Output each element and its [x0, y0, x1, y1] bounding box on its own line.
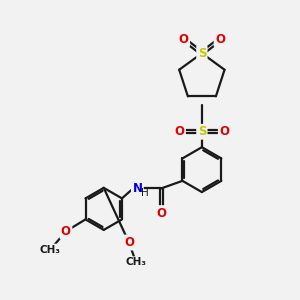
Text: S: S: [198, 47, 206, 60]
Text: O: O: [156, 207, 166, 220]
Text: N: N: [132, 182, 142, 195]
Text: O: O: [174, 125, 184, 138]
Text: O: O: [179, 33, 189, 46]
Text: O: O: [61, 225, 71, 238]
Text: CH₃: CH₃: [40, 244, 61, 255]
Text: S: S: [198, 125, 206, 138]
Text: H: H: [141, 188, 149, 199]
Text: O: O: [124, 236, 134, 249]
Text: CH₃: CH₃: [125, 257, 146, 267]
Text: O: O: [215, 33, 225, 46]
Text: O: O: [219, 125, 229, 138]
